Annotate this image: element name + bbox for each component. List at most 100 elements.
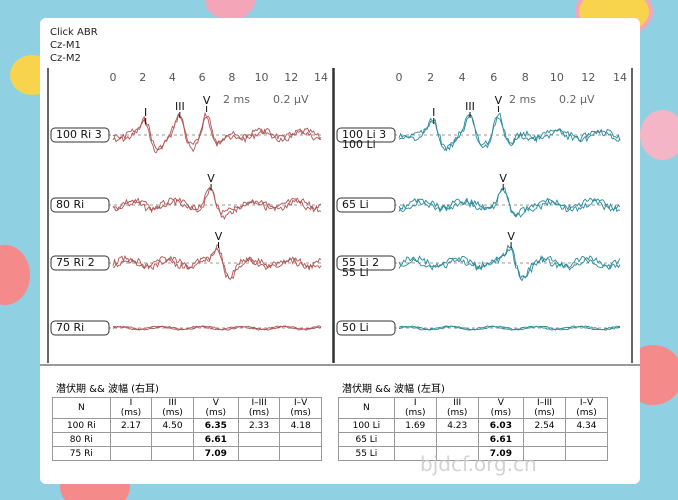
cell: 7.09 (192, 446, 239, 461)
peak-label: V (207, 172, 215, 185)
axis-tick-label: 14 (613, 71, 627, 84)
cell (151, 432, 194, 447)
time-scale: 2 ms (223, 93, 250, 106)
axis-tick-label: 12 (581, 71, 595, 84)
cell (435, 432, 479, 447)
header-cell: V (ms) (192, 397, 239, 419)
trace-label: 55 Li (342, 266, 369, 279)
decoration (640, 110, 678, 160)
header-name: III (168, 398, 177, 408)
peak-label: V (499, 172, 507, 185)
table: N I (ms) III (ms) V (ms) I–III (ms) I–V (ms) 100 Ri… (52, 397, 322, 461)
cell (151, 446, 194, 461)
cell: 2.33 (237, 418, 281, 433)
table-title: 潜伏期 && 波幅 (左耳) (342, 384, 445, 395)
trace-label: 75 Ri 2 (56, 256, 95, 269)
cell (564, 432, 609, 447)
peak-label: I (144, 106, 147, 119)
waveform (112, 186, 322, 215)
header-row: N I (ms) III (ms) V (ms) I–III (ms) I–V (ms) (52, 397, 322, 419)
cell (393, 432, 437, 447)
cell: 6.61 (192, 432, 239, 447)
header-name: III (453, 398, 462, 408)
peak-label: V (215, 230, 223, 243)
row: 80 Ri 6.61 (52, 432, 322, 447)
trace-label-box (336, 127, 396, 143)
cell (237, 432, 281, 447)
header-name: I–V (579, 398, 594, 408)
axis-tick-label: 8 (522, 71, 529, 84)
waveform (112, 111, 321, 154)
trace-label: 100 Li 3 (342, 128, 386, 141)
header-unit: (ms) (205, 408, 227, 418)
cell: 6.61 (477, 432, 525, 447)
header-cell: I–V (ms) (564, 397, 609, 419)
waveform (398, 113, 621, 152)
cell: 2.17 (109, 418, 153, 433)
header-cell: III (ms) (435, 397, 479, 419)
waveform (112, 247, 322, 280)
cell: 1.69 (393, 418, 437, 433)
cell: 4.50 (151, 418, 194, 433)
header-name: V (212, 398, 219, 408)
trace-label-box (50, 255, 110, 271)
header-line: Cz-M1 (50, 40, 81, 51)
header-unit: (ms) (490, 408, 512, 418)
cell: 7.09 (477, 446, 525, 461)
latency-table: 潜伏期 && 波幅 (左耳) N I (ms) III (ms) V (ms) I–III (ms… (338, 380, 609, 461)
waveform (113, 187, 322, 220)
row: 75 Ri 7.09 (52, 446, 322, 461)
trace-label-box (50, 197, 110, 213)
axis-tick-label: 2 (427, 71, 434, 84)
waveform (398, 247, 621, 282)
header-name: I (129, 398, 133, 408)
header-row: N I (ms) III (ms) V (ms) I–III (ms) I–V (ms) (338, 397, 609, 419)
trace-label: 70 Ri (56, 321, 84, 334)
waveform (398, 112, 621, 151)
header-unit: (ms) (446, 408, 468, 418)
axis-tick-label: 12 (284, 71, 298, 84)
time-scale: 2 ms (509, 93, 536, 106)
axis-tick-label: 6 (490, 71, 497, 84)
header-unit: (ms) (162, 408, 183, 418)
watermark: bjdcf.org.cn (420, 452, 537, 476)
peak-label: V (495, 94, 503, 107)
axis-tick-label: 10 (255, 71, 269, 84)
trace-label: 80 Ri (56, 198, 84, 211)
cell (109, 446, 153, 461)
header-cell: N (338, 397, 395, 419)
trace-label: 100 Ri 3 (56, 128, 102, 141)
row: 100 Ri 2.17 4.50 6.35 2.33 4.18 (52, 418, 322, 433)
cell: 80 Ri (52, 432, 111, 447)
axis-tick-label: 8 (228, 71, 235, 84)
header-unit: (ms) (120, 408, 142, 418)
axis-tick-label: 10 (550, 71, 564, 84)
header-name: V (497, 398, 504, 408)
cell: 4.23 (435, 418, 479, 433)
header-name: I–III (251, 398, 267, 408)
header-unit: (ms) (576, 408, 597, 418)
cell (279, 446, 322, 461)
waveform (398, 325, 620, 331)
peak-label: III (175, 100, 185, 113)
cell: 65 Li (338, 432, 395, 447)
header-cell: III (ms) (151, 397, 194, 419)
header-name: I–V (294, 398, 308, 408)
header-cell: N (52, 397, 111, 419)
header-unit: (ms) (405, 408, 426, 418)
trace-label-box (50, 320, 110, 336)
cell: 75 Ri (52, 446, 111, 461)
peak-label: I (432, 106, 435, 119)
decoration (205, 0, 255, 20)
header-name: N (363, 403, 370, 413)
trace-label: 100 Li (342, 138, 376, 151)
cell: 100 Ri (52, 418, 111, 433)
header-cell: I–III (ms) (523, 397, 566, 419)
latency-table: 潜伏期 && 波幅 (右耳) N I (ms) III (ms) V (ms) I–III (ms… (52, 380, 322, 461)
table: N I (ms) III (ms) V (ms) I–III (ms) I–V (ms) 100 Li… (338, 397, 609, 461)
header-line: Cz-M2 (50, 53, 81, 64)
trace-label: 55 Li 2 (342, 256, 379, 269)
header-cell: I–III (ms) (237, 397, 281, 419)
